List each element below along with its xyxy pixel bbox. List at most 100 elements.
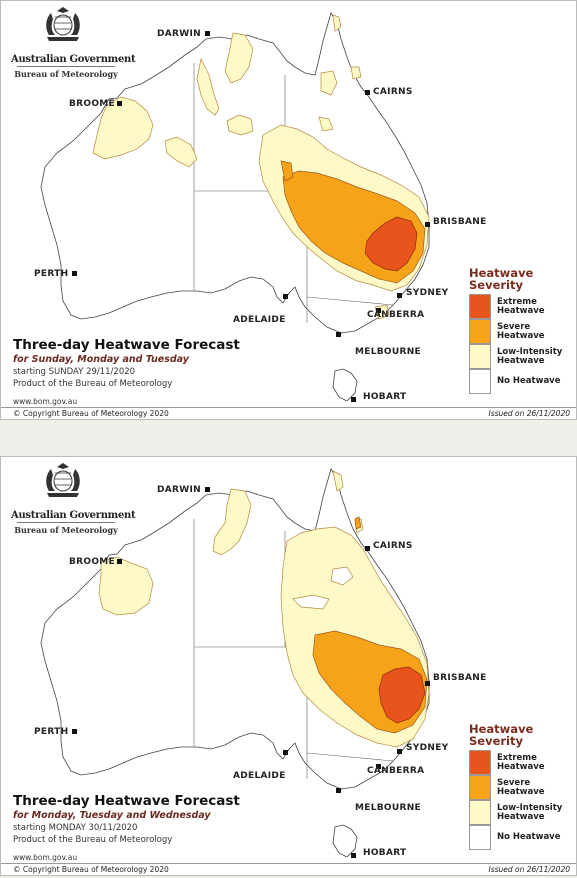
- logo-divider: [17, 66, 115, 67]
- city-marker-melbourne: [336, 332, 341, 337]
- australia-heatwave-map: [40, 7, 430, 402]
- legend-item-severe: Severe Heatwave: [469, 775, 573, 800]
- city-marker-hobart: [351, 853, 356, 858]
- city-label-adelaide: ADELAIDE: [233, 315, 286, 325]
- coat-of-arms-icon: [46, 463, 80, 497]
- city-marker-sydney: [397, 749, 402, 754]
- legend-label-low: Low-Intensity Heatwave: [497, 802, 563, 822]
- city-label-sydney: SYDNEY: [406, 743, 449, 753]
- city-label-broome: BROOME: [69, 557, 115, 567]
- coat-of-arms-icon: [46, 7, 80, 41]
- forecast-title: Three-day Heatwave Forecast: [13, 337, 240, 353]
- city-label-brisbane: BRISBANE: [433, 673, 487, 683]
- forecast-title-block: Three-day Heatwave Forecast for Monday, …: [13, 793, 313, 845]
- forecast-start-date: starting MONDAY 30/11/2020: [13, 823, 138, 833]
- city-label-cairns: CAIRNS: [373, 87, 413, 97]
- legend-label-low: Low-Intensity Heatwave: [497, 346, 563, 366]
- forecast-start-date: starting SUNDAY 29/11/2020: [13, 367, 136, 377]
- city-label-broome: BROOME: [69, 99, 115, 109]
- legend-swatch-extreme: [469, 750, 491, 775]
- bureau-label: Bureau of Meteorology: [14, 69, 118, 79]
- issued-date: Issued on 26/11/2020: [488, 409, 571, 418]
- city-label-canberra: CANBERRA: [367, 310, 425, 320]
- city-label-canberra: CANBERRA: [367, 766, 425, 776]
- city-marker-cairns: [365, 90, 370, 95]
- city-label-darwin: DARWIN: [157, 29, 201, 39]
- bom-url-link[interactable]: www.bom.gov.au: [13, 853, 78, 862]
- product-attribution: Product of the Bureau of Meteorology: [13, 379, 173, 389]
- city-label-brisbane: BRISBANE: [433, 217, 487, 227]
- legend-label-none: No Heatwave: [497, 376, 561, 386]
- legend-label-extreme: Extreme Heatwave: [497, 752, 545, 772]
- city-label-hobart: HOBART: [363, 848, 407, 858]
- tasmania-landmass: [332, 824, 358, 858]
- panel-footer: © Copyright Bureau of Meteorology 2020 I…: [1, 863, 576, 875]
- city-label-melbourne: MELBOURNE: [355, 347, 421, 357]
- extreme-area: [378, 666, 426, 724]
- legend-item-severe: Severe Heatwave: [469, 319, 573, 344]
- forecast-title-block: Three-day Heatwave Forecast for Sunday, …: [13, 337, 313, 389]
- forecast-subtitle: for Sunday, Monday and Tuesday: [13, 354, 189, 365]
- legend-swatch-low: [469, 344, 491, 369]
- city-label-sydney: SYDNEY: [406, 288, 449, 298]
- forecast-subtitle: for Monday, Tuesday and Wednesday: [13, 810, 211, 821]
- city-label-darwin: DARWIN: [157, 485, 201, 495]
- city-label-perth: PERTH: [34, 727, 69, 737]
- legend-swatch-none: [469, 369, 491, 394]
- city-label-hobart: HOBART: [363, 392, 407, 402]
- city-marker-brisbane: [425, 222, 430, 227]
- severity-legend: Heatwave Severity Extreme Heatwave Sever…: [469, 267, 573, 394]
- forecast-panel-day1: Australian Government Bureau of Meteorol…: [0, 0, 577, 420]
- city-marker-adelaide: [283, 294, 288, 299]
- bom-url-link[interactable]: www.bom.gov.au: [13, 397, 78, 406]
- logo-divider: [17, 522, 115, 523]
- city-marker-hobart: [351, 397, 356, 402]
- government-label: Australian Government: [11, 54, 136, 65]
- legend-swatch-severe: [469, 775, 491, 800]
- city-marker-adelaide: [283, 750, 288, 755]
- copyright-notice: © Copyright Bureau of Meteorology 2020: [13, 409, 169, 418]
- city-marker-perth: [72, 729, 77, 734]
- government-label: Australian Government: [11, 510, 136, 521]
- legend-swatch-severe: [469, 319, 491, 344]
- legend-label-none: No Heatwave: [497, 832, 561, 842]
- legend-item-extreme: Extreme Heatwave: [469, 294, 573, 319]
- city-label-perth: PERTH: [34, 269, 69, 279]
- legend-swatch-none: [469, 825, 491, 850]
- tasmania-landmass: [332, 368, 358, 402]
- legend-title: Heatwave Severity: [469, 722, 534, 748]
- copyright-notice: © Copyright Bureau of Meteorology 2020: [13, 865, 169, 874]
- legend-item-low: Low-Intensity Heatwave: [469, 800, 573, 825]
- legend-swatch-low: [469, 800, 491, 825]
- forecast-title: Three-day Heatwave Forecast: [13, 793, 240, 809]
- forecast-panel-day2: Australian Government Bureau of Meteorol…: [0, 456, 577, 876]
- government-logo: Australian Government Bureau of Meteorol…: [11, 53, 136, 79]
- legend-item-extreme: Extreme Heatwave: [469, 750, 573, 775]
- city-marker-darwin: [205, 31, 210, 36]
- city-marker-canberra: [376, 308, 381, 313]
- australia-heatwave-map: [40, 463, 430, 858]
- severity-legend: Heatwave Severity Extreme Heatwave Sever…: [469, 723, 573, 850]
- city-marker-cairns: [365, 546, 370, 551]
- legend-label-severe: Severe Heatwave: [497, 777, 545, 797]
- legend-label-extreme: Extreme Heatwave: [497, 296, 545, 316]
- bureau-label: Bureau of Meteorology: [14, 525, 118, 535]
- legend-label-severe: Severe Heatwave: [497, 321, 545, 341]
- legend-swatch-extreme: [469, 294, 491, 319]
- legend-item-none: No Heatwave: [469, 369, 573, 394]
- city-marker-sydney: [397, 293, 402, 298]
- city-label-melbourne: MELBOURNE: [355, 803, 421, 813]
- product-attribution: Product of the Bureau of Meteorology: [13, 835, 173, 845]
- issued-date: Issued on 26/11/2020: [488, 865, 571, 874]
- city-label-cairns: CAIRNS: [373, 541, 413, 551]
- city-marker-broome: [117, 559, 122, 564]
- city-label-adelaide: ADELAIDE: [233, 771, 286, 781]
- government-logo: Australian Government Bureau of Meteorol…: [11, 509, 136, 535]
- city-marker-brisbane: [425, 681, 430, 686]
- legend-item-none: No Heatwave: [469, 825, 573, 850]
- panel-footer: © Copyright Bureau of Meteorology 2020 I…: [1, 407, 576, 419]
- city-marker-melbourne: [336, 788, 341, 793]
- legend-item-low: Low-Intensity Heatwave: [469, 344, 573, 369]
- city-marker-darwin: [205, 487, 210, 492]
- city-marker-perth: [72, 271, 77, 276]
